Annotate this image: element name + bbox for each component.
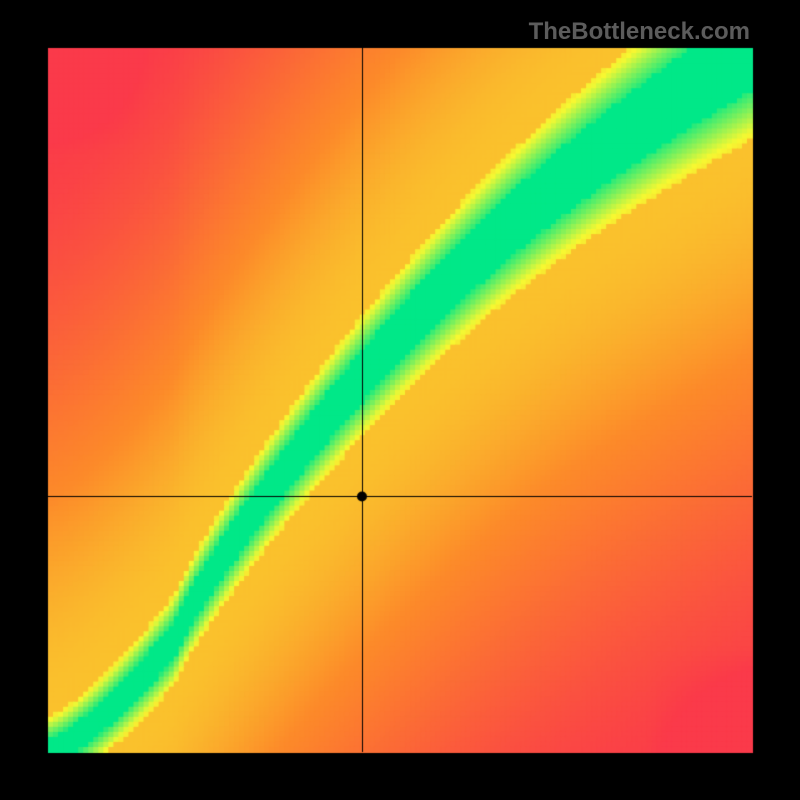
watermark-text: TheBottleneck.com [529, 18, 750, 46]
bottleneck-heatmap [0, 0, 800, 800]
